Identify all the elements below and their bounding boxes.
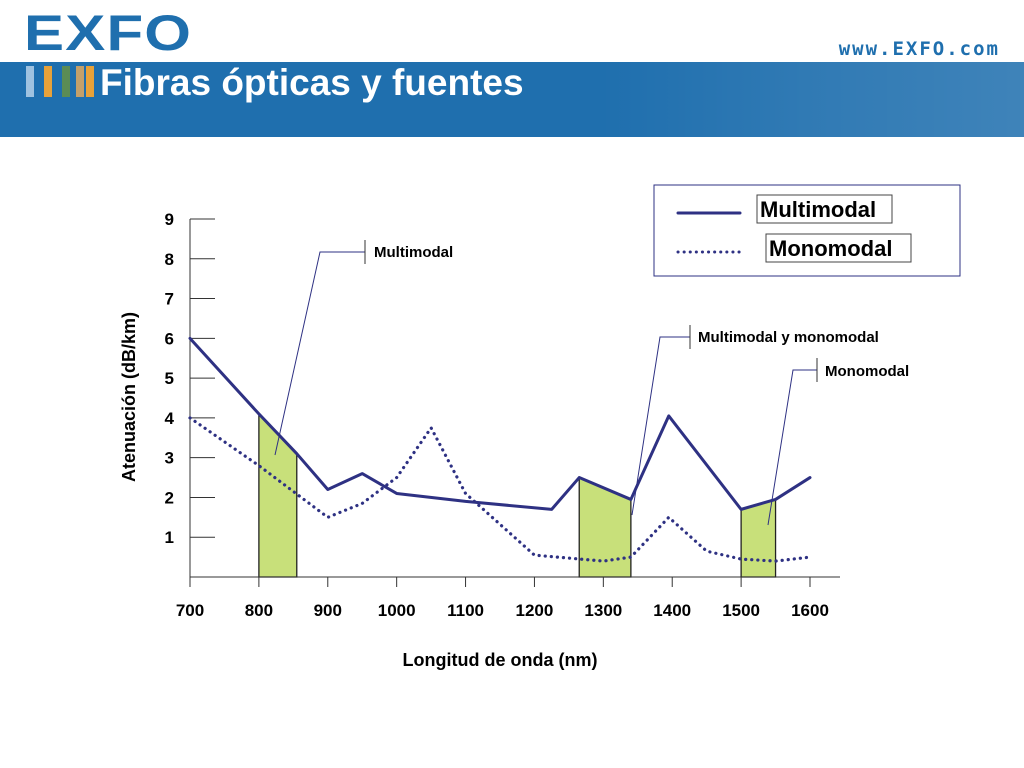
transmission-window <box>578 476 632 578</box>
title-stripe <box>26 66 34 97</box>
x-axis-label: Longitud de onda (nm) <box>403 650 598 670</box>
transmission-windows <box>258 412 777 578</box>
header-band <box>0 62 1024 137</box>
slide-header: EXFO www.EXFO.com Fibras ópticas y fuent… <box>0 0 1024 137</box>
y-tick-label: 4 <box>165 409 175 428</box>
y-tick-label: 6 <box>165 329 174 348</box>
window-callouts: Multimodal Multimodal y monomodal Monomoda… <box>274 240 909 526</box>
exfo-logo: EXFO <box>24 5 193 61</box>
legend-label: Multimodal <box>760 197 876 222</box>
series-multimodal-line <box>188 336 812 511</box>
slide-title: Fibras ópticas y fuentes <box>100 62 524 103</box>
x-tick-label: 1600 <box>791 601 829 620</box>
legend-label-box <box>765 233 912 263</box>
chart-legend: Multimodal Monomodal <box>653 184 961 277</box>
x-tick-label: 1300 <box>584 601 622 620</box>
y-tick-label: 9 <box>165 210 174 229</box>
x-tick-label: 800 <box>245 601 273 620</box>
x-tick-label: 900 <box>314 601 342 620</box>
callout-label: Multimodal <box>374 244 453 261</box>
callout-leader <box>274 251 365 456</box>
callout-label: Monomodal <box>825 363 909 380</box>
y-tick-label: 8 <box>165 250 174 269</box>
title-stripe <box>62 66 70 97</box>
x-tick-label: 1200 <box>516 601 554 620</box>
callout-label: Multimodal y monomodal <box>698 329 879 346</box>
series-monomodal-line <box>188 416 812 563</box>
title-stripe <box>76 66 84 97</box>
chart-series <box>188 336 812 563</box>
transmission-window <box>258 412 298 578</box>
website-url: www.EXFO.com <box>838 38 1000 60</box>
y-tick-label: 5 <box>165 369 174 388</box>
title-stripe <box>44 66 52 97</box>
legend-label: Monomodal <box>769 236 892 261</box>
x-tick-label: 1500 <box>722 601 760 620</box>
legend-label-box <box>756 194 893 224</box>
y-tick-label: 2 <box>165 488 174 507</box>
y-tick-label: 1 <box>165 528 174 547</box>
y-tick-label: 3 <box>165 449 174 468</box>
x-tick-label: 700 <box>176 601 204 620</box>
x-tick-label: 1400 <box>653 601 691 620</box>
callout-leader <box>631 336 690 516</box>
chart-axes: 1 2 3 4 5 6 7 8 9 700 800 900 1000 1100 1200 1300 1400 15… <box>165 210 840 620</box>
title-stripe <box>86 66 94 97</box>
header-band-pattern <box>600 62 1024 137</box>
callout-leader <box>767 369 817 526</box>
y-tick-label: 7 <box>165 290 174 309</box>
x-tick-label: 1000 <box>378 601 416 620</box>
y-axis-label: Atenuación (dB/km) <box>119 312 139 482</box>
x-tick-label: 1100 <box>447 601 484 620</box>
